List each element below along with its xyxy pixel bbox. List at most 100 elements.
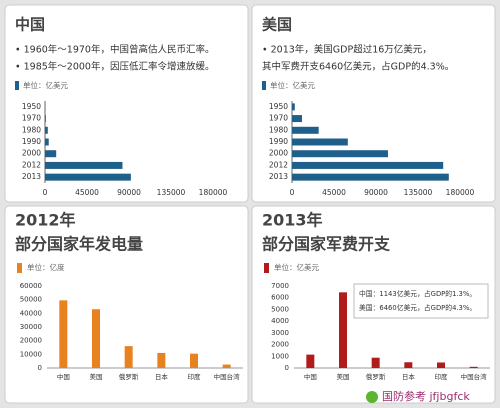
x-tick-label: 135000 <box>157 188 186 197</box>
chart-subtitle: 部分国家军费开支 <box>262 235 391 254</box>
y-tick-label: 2013 <box>269 172 288 181</box>
x-tick-label: 180000 <box>199 188 228 197</box>
y-tick-label: 0 <box>38 364 42 372</box>
y-tick-label: 1970 <box>22 114 41 123</box>
bar <box>45 115 46 123</box>
panel: 美国 • 2013年，美国GDP超过16万亿美元， 其中军费开支6460亿美元，占G… <box>251 4 496 203</box>
y-tick-label: 2013 <box>22 172 41 181</box>
annotation-box <box>353 283 489 319</box>
bar <box>371 357 380 368</box>
bar <box>45 138 49 146</box>
bar <box>339 292 347 368</box>
bar <box>124 346 133 368</box>
x-tick-label: 印度 <box>435 372 449 381</box>
y-tick-label: 4000 <box>271 317 289 325</box>
y-tick-label: 1950 <box>22 102 41 111</box>
annotation: 美国：6460亿美元，占GDP的4.3%。 <box>359 303 476 312</box>
y-tick-label: 1000 <box>271 352 289 360</box>
y-tick-label: 30000 <box>20 323 42 331</box>
y-tick-label: 60000 <box>20 282 42 290</box>
bar <box>190 353 198 368</box>
y-tick-label: 10000 <box>20 350 42 358</box>
y-tick-label: 2000 <box>269 149 288 158</box>
y-tick-label: 1980 <box>22 125 41 134</box>
x-tick-label: 45000 <box>75 188 99 197</box>
y-tick-label: 1990 <box>269 137 288 146</box>
y-tick-label: 6000 <box>271 294 289 302</box>
note: • 1985年～2000年，因压低汇率令增速放缓。 <box>15 61 214 73</box>
bar <box>292 138 348 146</box>
legend-label: 单位：亿美元 <box>270 80 315 90</box>
x-tick-label: 美国 <box>337 372 350 381</box>
bar <box>469 366 478 368</box>
x-tick-label: 90000 <box>364 188 388 197</box>
bar <box>306 354 315 368</box>
watermark: 国防参考 jfjbgfck <box>382 389 470 403</box>
note: • 1960年～1970年，中国曾高估人民币汇率。 <box>15 44 214 56</box>
x-tick-label: 45000 <box>322 188 346 197</box>
chart-title: 2013年 <box>262 211 323 230</box>
bar <box>45 161 123 169</box>
y-tick-label: 1970 <box>269 114 288 123</box>
panel-box <box>251 4 496 203</box>
y-tick-label: 40000 <box>20 309 42 317</box>
bar <box>157 352 166 368</box>
x-tick-label: 0 <box>290 188 295 197</box>
bar <box>45 173 131 181</box>
y-tick-label: 7000 <box>271 282 289 290</box>
x-tick-label: 中国台湾 <box>461 372 488 381</box>
bar <box>45 126 48 134</box>
x-tick-label: 俄罗斯 <box>366 372 386 381</box>
bar <box>292 103 295 111</box>
bar <box>292 150 388 158</box>
legend-label: 单位：亿美元 <box>274 262 319 272</box>
legend-swatch <box>264 263 269 273</box>
legend-swatch <box>262 81 266 90</box>
x-tick-label: 日本 <box>155 372 169 381</box>
wechat-icon <box>366 391 378 403</box>
bar <box>92 309 100 368</box>
panel: 中国 • 1960年～1970年，中国曾高估人民币汇率。 • 1985年～2000年… <box>4 4 249 203</box>
y-tick-label: 1950 <box>269 102 288 111</box>
y-tick-label: 20000 <box>20 337 42 345</box>
note: 其中军费开支6460亿美元，占GDP的4.3%。 <box>262 61 454 73</box>
y-tick-label: 2000 <box>22 149 41 158</box>
chart-title: 2012年 <box>15 211 76 230</box>
annotation: 中国：1143亿美元，占GDP的1.3%。 <box>359 289 476 298</box>
y-tick-label: 2012 <box>269 160 288 169</box>
panel-box <box>4 4 249 203</box>
legend-label: 单位：亿度 <box>27 262 65 272</box>
y-tick-label: 3000 <box>271 329 289 337</box>
x-tick-label: 印度 <box>188 372 202 381</box>
y-tick-label: 5000 <box>271 305 289 313</box>
legend-swatch <box>17 263 22 273</box>
y-tick-label: 2012 <box>22 160 41 169</box>
y-tick-label: 2000 <box>271 341 289 349</box>
y-tick-label: 1990 <box>22 137 41 146</box>
x-tick-label: 90000 <box>117 188 141 197</box>
bar <box>59 300 68 368</box>
x-tick-label: 俄罗斯 <box>119 372 139 381</box>
x-tick-label: 中国 <box>304 372 317 381</box>
bar <box>437 362 445 368</box>
x-tick-label: 135000 <box>404 188 433 197</box>
bar <box>222 364 231 368</box>
x-tick-label: 日本 <box>402 372 416 381</box>
bar <box>292 161 444 169</box>
x-tick-label: 中国台湾 <box>214 372 241 381</box>
bar <box>292 115 302 123</box>
bar <box>404 362 413 368</box>
bar <box>45 150 57 158</box>
x-tick-label: 中国 <box>57 372 70 381</box>
y-tick-label: 1980 <box>269 125 288 134</box>
x-tick-label: 美国 <box>90 372 103 381</box>
y-tick-label: 50000 <box>20 296 42 304</box>
bar <box>292 173 449 181</box>
chart-title: 美国 <box>262 16 292 34</box>
y-tick-label: 0 <box>285 364 289 372</box>
x-tick-label: 0 <box>43 188 48 197</box>
note: • 2013年，美国GDP超过16万亿美元， <box>262 44 432 56</box>
